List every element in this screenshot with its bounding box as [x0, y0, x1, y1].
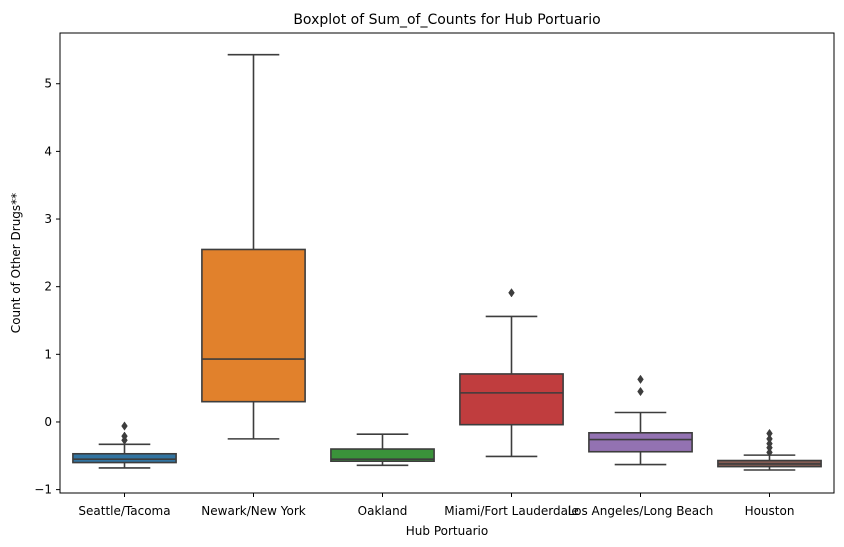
box-iqr [201, 248, 306, 403]
y-tick-label: 2 [44, 280, 52, 294]
x-axis: Seattle/Tacoma Newark/New York Oakland Miam… [78, 493, 794, 518]
box-iqr [588, 431, 693, 453]
chart-title: Boxplot of Sum_of_Counts for Hub Portuar… [293, 12, 600, 28]
outlier-point [637, 386, 644, 397]
outlier-point [766, 434, 773, 444]
x-tick-label: Miami/Fort Lauderdale [444, 504, 578, 518]
x-tick-label: Houston [745, 504, 795, 518]
outlier-point [766, 428, 773, 439]
box-group-3 [330, 433, 435, 467]
y-tick-label: 4 [44, 144, 52, 158]
box-group-2 [201, 53, 306, 440]
outlier-point [766, 447, 773, 458]
x-tick-label: Los Angeles/Long Beach [568, 504, 714, 518]
outlier-point [637, 374, 644, 384]
box-group-1 [72, 421, 177, 469]
x-tick-label: Oakland [358, 504, 408, 518]
box-iqr [459, 373, 564, 426]
x-tick-label: Seattle/Tacoma [78, 504, 170, 518]
box-group-5 [588, 374, 693, 466]
outlier-point [121, 431, 128, 441]
y-tick-label: 1 [44, 347, 52, 361]
outlier-point [121, 421, 128, 431]
y-tick-label: 3 [44, 212, 52, 226]
y-tick-label: −1 [34, 483, 52, 497]
box-iqr [72, 452, 177, 464]
boxes-layer [72, 53, 822, 471]
outlier-point [766, 438, 773, 449]
y-axis: −1 0 1 2 3 4 5 [34, 77, 60, 497]
box-group-4 [459, 288, 564, 458]
x-axis-label: Hub Portuario [406, 524, 488, 538]
outlier-point [508, 288, 515, 298]
y-tick-label: 5 [44, 77, 52, 91]
box-iqr [330, 448, 435, 463]
y-tick-label: 0 [44, 415, 52, 429]
box-group-6 [717, 428, 822, 471]
x-tick-label: Newark/New York [201, 504, 305, 518]
y-axis-label: Count of Other Drugs** [9, 193, 23, 333]
plot-frame [59, 32, 835, 494]
